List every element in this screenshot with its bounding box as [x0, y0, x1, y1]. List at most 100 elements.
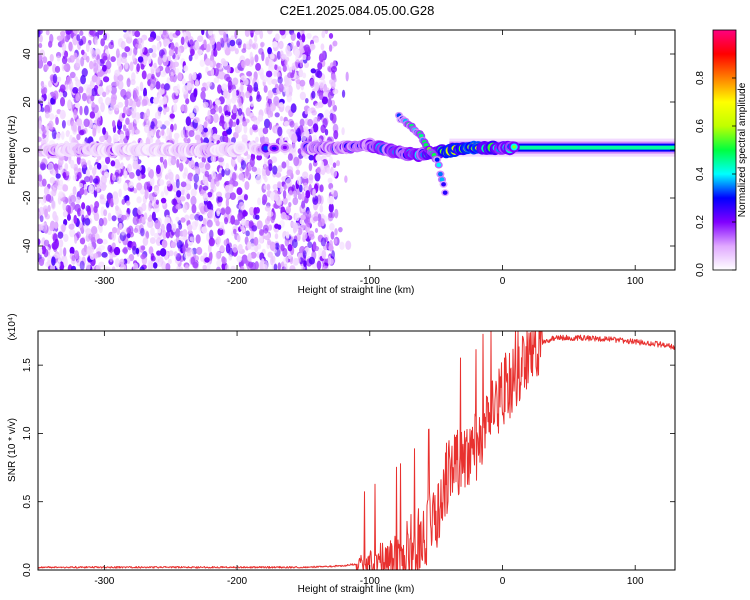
noise-speckle: [139, 81, 144, 92]
noise-speckle: [225, 264, 230, 270]
noise-speckle: [176, 158, 180, 168]
noise-speckle: [262, 194, 268, 204]
noise-speckle: [193, 105, 200, 113]
noise-speckle: [262, 260, 269, 270]
noise-speckle: [56, 55, 61, 62]
noise-speckle: [88, 184, 95, 194]
noise-speckle: [125, 117, 130, 125]
colorbar-tick-label: 0.2: [695, 215, 706, 229]
noise-speckle: [57, 192, 63, 199]
noise-speckle: [247, 240, 252, 250]
noise-speckle: [240, 81, 244, 92]
noise-speckle: [281, 53, 288, 60]
noise-speckle: [78, 38, 84, 46]
noise-speckle: [167, 258, 172, 265]
noise-speckle: [155, 81, 161, 90]
noise-speckle: [121, 229, 126, 236]
noise-speckle: [102, 76, 110, 83]
noise-speckle: [94, 36, 99, 46]
noise-speckle: [253, 119, 258, 126]
snr-y-tick-label: 0.5: [22, 494, 33, 508]
noise-speckle: [331, 113, 337, 124]
noise-speckle: [85, 169, 90, 178]
noise-speckle: [216, 259, 223, 267]
noise-speckle: [100, 102, 105, 113]
noise-speckle: [79, 209, 85, 216]
noise-speckle: [76, 118, 83, 127]
noise-speckle: [246, 154, 251, 160]
noise-speckle: [195, 234, 201, 244]
noise-speckle: [328, 32, 334, 39]
branch-blob: [439, 177, 445, 182]
noise-speckle: [249, 157, 255, 168]
noise-speckle: [73, 163, 79, 172]
noise-speckle: [249, 95, 253, 103]
noise-speckle: [61, 56, 68, 65]
noise-speckle: [126, 233, 131, 239]
noise-speckle: [277, 262, 282, 270]
noise-speckle: [78, 256, 82, 262]
noise-speckle: [270, 156, 278, 164]
noise-speckle: [294, 222, 298, 232]
noise-speckle: [176, 190, 182, 198]
noise-speckle: [38, 196, 41, 205]
noise-speckle: [129, 61, 134, 72]
noise-speckle: [119, 133, 126, 140]
noise-speckle: [202, 217, 207, 227]
noise-speckle: [215, 41, 222, 52]
noise-speckle: [292, 197, 299, 206]
noise-speckle: [183, 65, 189, 72]
noise-speckle: [107, 212, 112, 222]
noise-speckle: [45, 193, 52, 202]
noise-speckle: [44, 104, 51, 114]
noise-speckle: [220, 58, 226, 65]
noise-speckle: [133, 91, 137, 100]
noise-speckle: [229, 192, 237, 201]
noise-speckle: [209, 37, 216, 46]
noise-speckle: [188, 130, 195, 138]
noise-speckle: [122, 124, 127, 132]
noise-speckle: [159, 88, 166, 95]
noise-speckle: [148, 36, 155, 43]
noise-speckle: [72, 186, 77, 196]
noise-speckle: [69, 71, 76, 79]
noise-speckle: [72, 121, 77, 132]
noise-speckle: [171, 61, 176, 69]
noise-speckle: [139, 266, 145, 270]
noise-speckle: [203, 127, 208, 133]
noise-speckle: [86, 55, 90, 63]
noise-speckle: [62, 171, 67, 179]
noise-speckle: [270, 256, 274, 266]
noise-speckle: [91, 87, 98, 97]
noise-speckle: [45, 30, 50, 36]
noise-speckle: [269, 241, 276, 251]
noise-speckle: [189, 213, 195, 220]
noise-speckle: [283, 184, 287, 191]
noise-speckle: [237, 123, 243, 133]
spectrogram-x-tick-label: 0: [500, 276, 506, 287]
noise-speckle: [334, 208, 339, 219]
noise-speckle: [126, 200, 131, 206]
noise-speckle: [327, 91, 334, 99]
noise-speckle: [240, 225, 245, 231]
noise-speckle: [303, 44, 311, 53]
noise-speckle: [177, 47, 182, 58]
noise-speckle: [204, 58, 211, 66]
spectrogram-y-tick: 40: [22, 48, 675, 60]
snr-panel: -300 -200 -100 0 100 0.0 0.5 1.0 1.5 Height of …: [7, 313, 676, 595]
noise-speckle: [217, 173, 223, 181]
noise-speckle: [170, 241, 177, 249]
noise-speckle: [207, 209, 215, 219]
noise-speckle: [49, 221, 55, 229]
noise-speckle: [232, 159, 236, 168]
noise-speckle: [180, 36, 185, 46]
noise-speckle: [149, 83, 154, 91]
noise-speckle: [49, 177, 56, 184]
noise-speckle: [150, 121, 155, 130]
branch-blob: [442, 190, 448, 195]
noise-speckle: [324, 30, 329, 35]
colorbar-tick-label: 0.4: [695, 167, 706, 181]
colorbar-ticks: 0.0 0.2 0.4 0.6 0.8: [695, 71, 736, 277]
noise-speckle: [219, 135, 226, 143]
